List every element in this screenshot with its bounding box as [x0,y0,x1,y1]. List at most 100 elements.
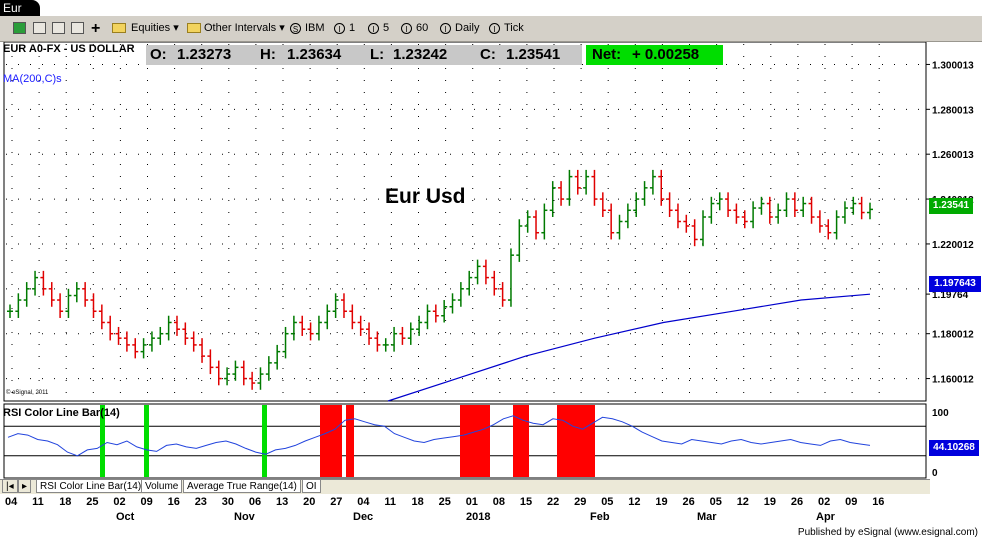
x-month-label: Feb [590,511,610,523]
x-tick-label: 26 [682,496,695,508]
chart-icon[interactable] [13,22,26,34]
rsi-line [7,415,871,457]
intervals-dropdown[interactable]: Other Intervals ▾ [204,20,285,37]
price-chart[interactable]: 1.3000131.2800131.2600131.2400121.220012… [0,42,982,494]
equities-dropdown[interactable]: Equities ▾ [131,20,179,37]
x-tick-label: 11 [384,496,397,508]
x-tick-label: 22 [547,496,560,508]
x-month-label: Mar [697,511,717,523]
price-axis-label: 1.220012 [932,240,974,251]
x-month-label: Nov [234,511,255,523]
x-tick-label: 01 [465,496,478,508]
last-price-tag: 1.23541 [929,198,973,214]
x-month-label: Dec [353,511,374,523]
price-axis-label: 1.280013 [932,105,974,116]
x-axis: 04 11 18 25 02 09 16 23 30 06 13 20 27 04 11 18 25 01 08 15… [0,494,930,526]
moving-average-line [387,293,871,402]
tab-oi[interactable]: OI [302,480,321,493]
window-title-tab[interactable]: Eur [0,0,40,16]
x-tick-label: 27 [330,496,343,508]
x-tick-label: 18 [59,496,72,508]
close-value: 1.23541 [506,46,561,63]
x-tick-label: 18 [411,496,424,508]
x-tick-label: 16 [872,496,885,508]
x-tick-label: 16 [167,496,180,508]
circle-icon: S [290,22,301,34]
folder-icon [187,23,201,33]
ma-label: MA(200,C)s [3,73,62,85]
price-axis-label: 1.19764 [932,290,969,301]
net-change: Net: + 0.00258 [586,45,723,65]
rsi-overbought-bar [460,405,490,477]
low-value: 1.23242 [393,46,448,63]
title-bar: Eur [0,0,982,16]
scroll-left-button[interactable]: |◂ [2,480,18,493]
price-pane [3,42,927,402]
rsi-axis-label-0: 0 [932,468,938,479]
chart-title: Eur Usd [385,185,466,208]
x-tick-label: 05 [709,496,722,508]
x-tick-label: 06 [248,496,262,508]
rsi-overbought-bar [557,405,595,477]
x-tick-label: 04 [5,496,18,508]
price-axis-label: 1.180012 [932,330,974,341]
x-tick-label: 08 [492,496,506,508]
equities-label: Equities [131,22,171,34]
x-tick-label: 19 [763,496,777,508]
chevron-down-icon: ▾ [279,22,285,34]
x-tick-label: 30 [221,496,235,508]
x-month-label: Oct [116,511,135,523]
add-icon[interactable]: + [91,20,101,37]
ma-value-tag: 1.197643 [929,276,981,292]
x-tick-label: 11 [32,496,44,508]
tab-atr[interactable]: Average True Range(14) [183,480,301,493]
x-tick-label: 02 [113,496,126,508]
circle-icon: I [368,22,379,34]
intervals-label: Other Intervals [204,22,277,34]
circle-icon: I [489,22,500,34]
x-tick-label: 13 [276,496,289,508]
x-month-label: Apr [816,511,835,523]
folder-icon [112,23,126,33]
x-tick-label: 09 [140,496,153,508]
circle-icon: I [401,22,412,34]
x-tick-label: 19 [655,496,668,508]
page-icon[interactable] [33,22,46,34]
rsi-overbought-bar [346,405,354,477]
x-tick-label: 25 [86,496,99,508]
high-value: 1.23634 [287,46,342,63]
published-by: Published by eSignal (www.esignal.com) [797,527,978,538]
tab-rsi[interactable]: RSI Color Line Bar(14) [36,480,146,493]
copy-icon[interactable] [52,22,65,34]
circle-icon: I [440,22,451,34]
edit-icon[interactable] [71,22,84,34]
open-value: 1.23273 [177,46,232,63]
interval-daily[interactable]: I Daily [440,20,479,37]
rsi-axis-label-100: 100 [932,408,949,419]
price-axis-label: 1.160012 [932,375,974,386]
scroll-right-button[interactable]: ▸ [18,480,32,493]
x-tick-label: 15 [519,496,533,508]
x-tick-label: 23 [194,496,207,508]
x-tick-label: 29 [574,496,587,508]
rsi-overbought-bar [320,405,342,477]
x-tick-label: 26 [790,496,804,508]
price-axis-label: 1.260013 [932,150,974,161]
copyright: © eSignal, 2011 [6,390,49,396]
interval-ibm[interactable]: S IBM [290,20,325,37]
ohlc-readout: O: 1.23273 H: 1.23634 L: 1.23242 C: 1.23… [146,45,582,65]
x-tick-label: 04 [357,496,370,508]
interval-tick[interactable]: I Tick [489,20,524,37]
price-axis-label: 1.300013 [932,60,974,71]
x-tick-label: 09 [845,496,858,508]
interval-60[interactable]: I 60 [401,20,428,37]
chevron-down-icon: ▾ [173,22,179,34]
rsi-value-tag: 44.10268 [929,440,979,456]
symbol-label: EUR A0-FX - US DOLLAR [3,43,135,55]
rsi-oversold-bar [144,405,149,477]
x-tick-label: 05 [601,496,614,508]
tab-volume[interactable]: Volume [141,480,183,493]
